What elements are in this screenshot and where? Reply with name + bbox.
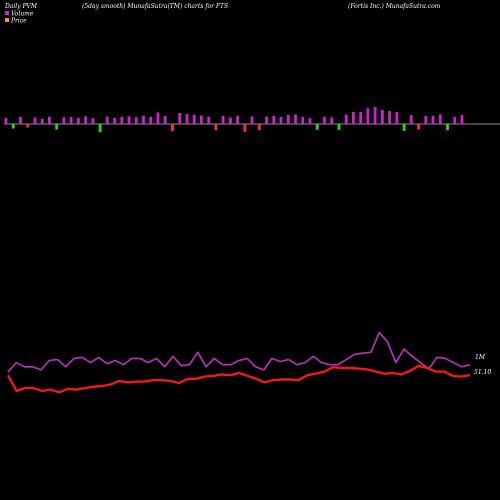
pvm-bar [207, 116, 211, 124]
pvm-bar [301, 117, 305, 124]
pvm-bar [62, 117, 66, 124]
pvm-bar [250, 116, 254, 124]
pvm-bar [113, 118, 116, 124]
pvm-bar [438, 114, 442, 124]
pvm-bar [127, 116, 131, 124]
pvm-bar [200, 115, 203, 124]
pvm-bar [366, 108, 370, 124]
pvm-bar [26, 124, 30, 128]
pvm-bar [308, 118, 312, 124]
pvm-bar [4, 118, 8, 124]
header-left: Daily PVM [4, 3, 38, 10]
pvm-bars [4, 107, 464, 133]
pvm-bar [171, 124, 174, 131]
pvm-bar [192, 114, 196, 124]
pvm-bar [330, 117, 334, 124]
pvm-bar [105, 116, 109, 124]
volume-end-label: 1M [475, 354, 486, 361]
price-legend-label: Price [10, 18, 27, 25]
pvm-bar [98, 124, 102, 133]
pvm-bar [19, 117, 22, 124]
pvm-bar [229, 117, 232, 124]
volume-legend-swatch [5, 11, 9, 15]
pvm-bar [40, 119, 44, 124]
pvm-bar [257, 124, 261, 131]
pvm-bar [185, 114, 189, 124]
pvm-bar [431, 115, 435, 124]
pvm-bar [178, 113, 182, 124]
pvm-bar [460, 115, 464, 124]
pvm-bar [48, 116, 51, 124]
price-legend-swatch [5, 18, 9, 22]
pvm-bar [402, 124, 406, 131]
pvm-bar [55, 124, 59, 130]
pvm-bar [243, 124, 247, 132]
pvm-bar [91, 118, 95, 124]
header-right: (Fortis Inc.) MunafaSutra.com [348, 3, 441, 10]
pvm-bar [388, 111, 391, 124]
pvm-bar [395, 112, 399, 124]
pvm-bar [149, 116, 153, 124]
pvm-bar [69, 117, 73, 124]
pvm-bar [84, 116, 87, 124]
pvm-bar [11, 124, 15, 129]
volume-legend-label: Volume [11, 11, 34, 18]
pvm-bar [156, 112, 160, 124]
volume-line [7, 331, 471, 373]
pvm-bar [381, 110, 384, 124]
pvm-bar [446, 124, 449, 131]
pvm-bar [337, 124, 341, 130]
pvm-bar [134, 117, 138, 124]
pvm-bar [294, 114, 297, 124]
pvm-bar [120, 116, 124, 124]
pvm-bar [265, 116, 268, 124]
pvm-bar [286, 114, 290, 124]
header-center: (5day smooth) MunafaSutra(TM) charts for… [82, 3, 228, 10]
pvm-bar [344, 114, 348, 124]
price-end-label: 51.10 [474, 369, 491, 376]
pvm-bar [417, 124, 420, 130]
pvm-bar [373, 107, 377, 124]
pvm-bar [214, 124, 218, 131]
pvm-bar [272, 115, 276, 124]
pvm-bar [453, 117, 457, 124]
pvm-bar [323, 116, 326, 124]
series-lines [6, 331, 471, 394]
pvm-bar [77, 117, 80, 124]
pvm-bar [279, 117, 283, 124]
price-line [6, 364, 471, 394]
pvm-bar [163, 115, 167, 124]
pvm-bar [236, 115, 239, 124]
pvm-bar [352, 111, 355, 124]
pvm-bar [424, 115, 428, 124]
pvm-bar [409, 115, 413, 124]
pvm-bar [142, 115, 145, 124]
pvm-bar [221, 115, 225, 124]
pvm-bar [33, 117, 37, 124]
pvm-bar [359, 111, 363, 124]
pvm-bar [315, 124, 319, 130]
